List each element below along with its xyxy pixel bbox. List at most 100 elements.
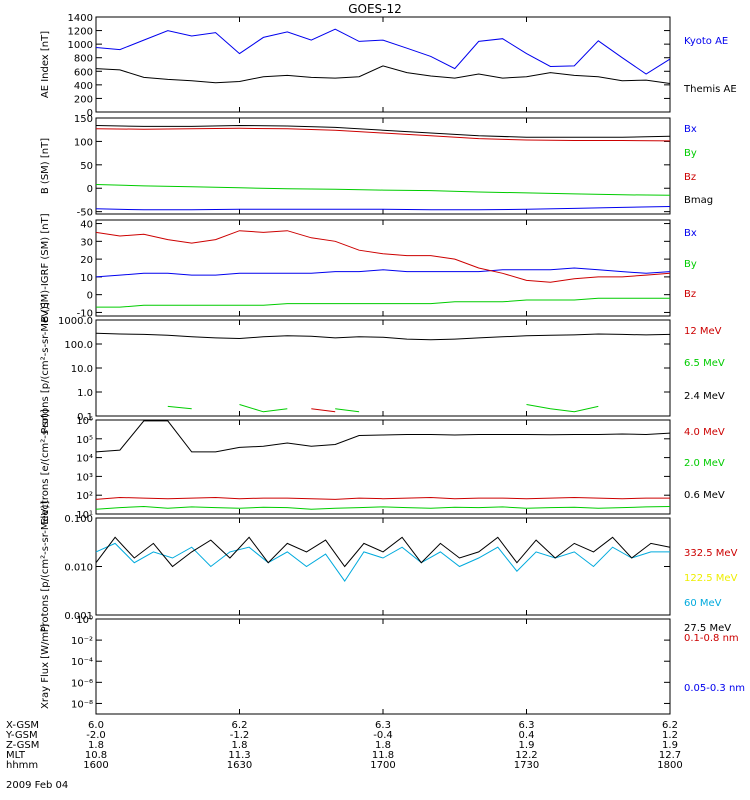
y-tick-label: 10²: [76, 491, 93, 502]
y-tick-label: 10⁰: [76, 615, 93, 626]
y-tick-label: 0: [87, 184, 93, 195]
y-axis-label: B (SM)-IGRF (SM) [nT]: [40, 213, 51, 322]
y-tick-label: 10: [80, 273, 93, 284]
y-tick-label: 1000.0: [58, 316, 93, 327]
y-axis-label: B (SM) [nT]: [40, 138, 51, 194]
y-axis-label: Xray Flux [W/m²]: [40, 624, 51, 709]
panel-frame: [95, 618, 671, 715]
y-tick-label: 10⁻²: [71, 636, 93, 647]
legend-label: 60 MeV: [684, 598, 722, 609]
series-line: [526, 404, 599, 413]
legend-label: 2.0 MeV: [684, 458, 725, 469]
panel-electrons: 10¹ 10² 10³ 10⁴ 10⁵ 10⁶ Electrons [e/(cm²-s-sr…: [40, 409, 725, 525]
legend-label: Bx: [684, 124, 697, 135]
ephemeris-footer: X-GSM 6.0 6.2 6.3 6.3 6.2 Y-GSM -2.0 -1.2 -0.4 0.4…: [5, 720, 683, 771]
series-line: [95, 420, 671, 453]
footer-value: 1.8: [88, 740, 104, 751]
y-tick-label: 1400: [68, 13, 93, 24]
panel-protons_hi: 0.001 0.010 0.100 Protons [p/(cm²-s-sr-MeV)…: [40, 501, 738, 634]
panel-frame: [95, 16, 671, 113]
series-line: [167, 405, 192, 410]
footer-value: 1730: [514, 760, 539, 771]
series-line: [96, 297, 670, 308]
y-tick-label: 0: [87, 291, 93, 302]
footer-row-label: Y-GSM: [5, 730, 38, 741]
y-axis-label: Protons [p/(cm²-s-sr-MeV)]: [40, 302, 51, 434]
footer-value: -1.2: [230, 730, 250, 741]
panel-frame: [95, 219, 671, 317]
footer-value: -0.4: [373, 730, 393, 741]
footer-value: 6.2: [232, 720, 248, 731]
y-tick-label: -50: [77, 208, 93, 219]
y-tick-label: 30: [80, 237, 93, 248]
series-line: [95, 542, 670, 582]
panel-frame: [95, 117, 671, 215]
y-tick-label: 10⁻⁶: [71, 678, 93, 689]
panel-bsub: -10 0 10 20 30 40 B (SM)-IGRF (SM) [nT] Bx By Bz: [40, 213, 697, 322]
y-tick-label: 0.100: [64, 514, 93, 525]
y-tick-label: 0: [87, 108, 93, 119]
footer-value: 0.4: [519, 730, 535, 741]
footer-value: 6.3: [375, 720, 391, 731]
series-line: [95, 65, 671, 84]
legend-label: 12 MeV: [684, 326, 722, 337]
footer-row-label: X-GSM: [6, 720, 39, 731]
footer-value: 11.8: [372, 750, 394, 761]
footer-date: 2009 Feb 04: [6, 780, 68, 791]
series-line: [95, 206, 671, 211]
series-line: [95, 536, 671, 568]
footer-row-label: MLT: [6, 750, 26, 761]
panel-protons_mev: 0.1 1.0 10.0 100.0 1000.0 Protons [p/(cm²-s-s…: [40, 302, 725, 434]
y-tick-label: 10⁵: [76, 435, 93, 446]
legend-label: 332.5 MeV: [684, 548, 738, 559]
panel-b: -50 0 50 100 150 B (SM) [nT] Bx By Bz Bmag: [40, 114, 713, 219]
y-tick-label: 10.0: [71, 364, 93, 375]
footer-value: 1.9: [662, 740, 678, 751]
y-tick-label: 20: [80, 255, 93, 266]
legend-label: 2.4 MeV: [684, 391, 725, 402]
legend-label: By: [684, 259, 697, 270]
y-tick-label: -10: [77, 308, 93, 319]
y-axis-label: Protons [p/(cm²-s-sr-MeV)]: [40, 501, 51, 633]
y-tick-label: 400: [74, 81, 93, 92]
legend-label: 0.05-0.3 nm: [684, 683, 745, 694]
y-tick-label: 10¹: [76, 510, 93, 521]
footer-value: 6.3: [519, 720, 535, 731]
series-line: [95, 505, 671, 510]
footer-value: 6.0: [88, 720, 104, 731]
legend-label: Bmag: [684, 195, 713, 206]
y-tick-label: 200: [74, 94, 93, 105]
y-tick-label: 1.0: [77, 388, 93, 399]
footer-value: 1.8: [375, 740, 391, 751]
footer-value: 1600: [83, 760, 108, 771]
y-tick-label: 100.0: [64, 340, 93, 351]
footer-value: 1700: [370, 760, 395, 771]
footer-value: 1.9: [519, 740, 535, 751]
footer-row-label: Z-GSM: [6, 740, 39, 751]
series-line: [335, 408, 360, 413]
legend-label: 0.1-0.8 nm: [684, 633, 739, 644]
legend-label: 0.6 MeV: [684, 490, 725, 501]
y-tick-label: 0.001: [64, 611, 93, 622]
series-line: [95, 184, 671, 196]
y-tick-label: 800: [74, 54, 93, 65]
footer-value: 1.8: [232, 740, 248, 751]
y-tick-label: 0.1: [77, 412, 93, 423]
figure-title: GOES-12: [348, 2, 402, 16]
footer-row-label: hhmm: [6, 760, 38, 771]
legend-label: 122.5 MeV: [684, 573, 738, 584]
series-line: [311, 408, 336, 413]
footer-value: 1800: [657, 760, 682, 771]
series-line: [95, 230, 671, 283]
y-tick-label: 100: [74, 137, 93, 148]
legend-label: 27.5 MeV: [684, 623, 731, 634]
series-line: [95, 332, 671, 341]
y-tick-label: 10³: [76, 472, 93, 483]
y-tick-label: 150: [74, 114, 93, 125]
panel-ae: 0 200 400 600 800 1000 1200 1400 AE Index [nT] Ky…: [40, 13, 737, 119]
y-tick-label: 0.010: [64, 563, 93, 574]
y-axis-label: AE Index [nT]: [40, 31, 51, 98]
y-tick-label: 10⁻⁸: [71, 699, 93, 710]
